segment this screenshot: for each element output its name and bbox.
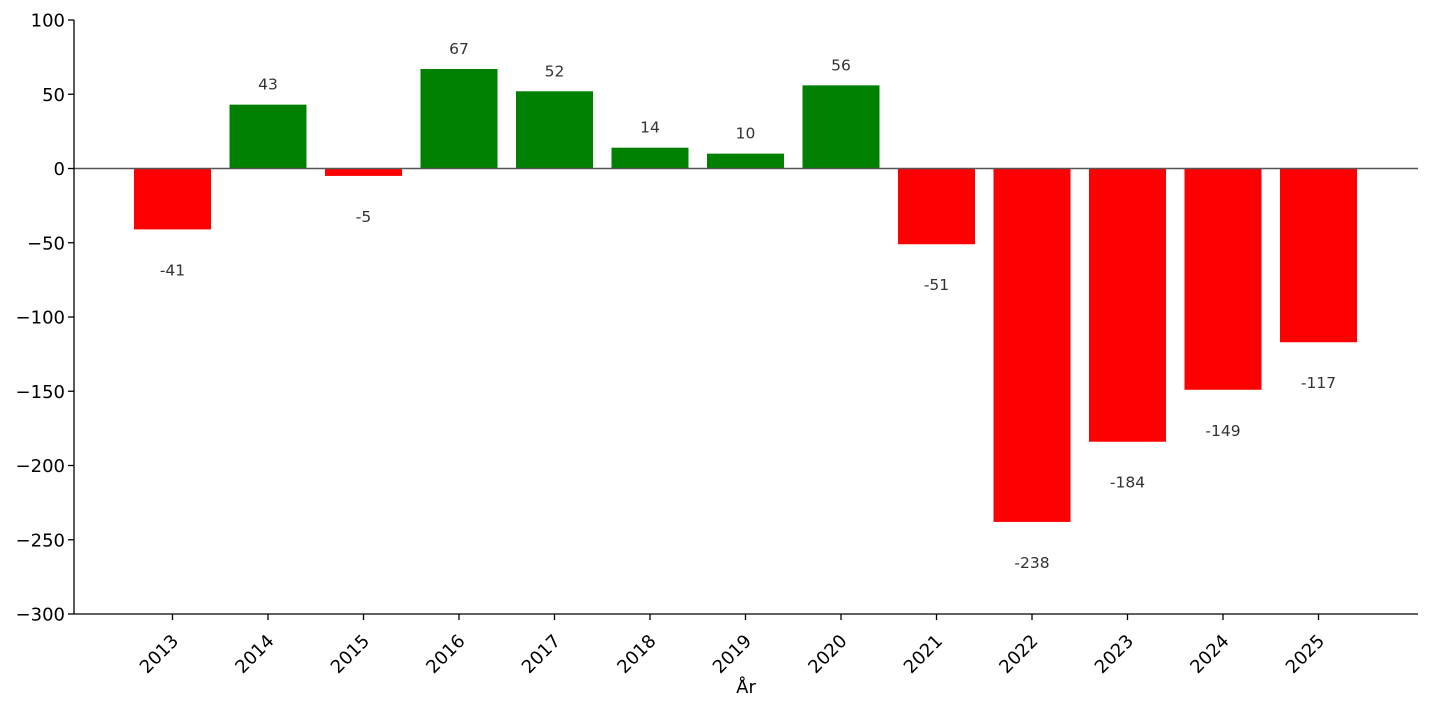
data-label-2018: 14 (640, 119, 660, 137)
data-label-2013: -41 (160, 261, 185, 279)
x-tick-label: 2015 (327, 631, 374, 678)
bar-2015 (325, 168, 402, 176)
data-label-2020: 56 (831, 56, 851, 74)
y-tick-label: −50 (27, 233, 65, 254)
y-tick-label: 50 (42, 85, 65, 106)
bar-2018 (611, 147, 689, 169)
x-axis-ticks: 2013 2014 2015 2016 2017 2018 2019 2020 2021 2022… (136, 614, 1329, 678)
data-label-2021: -51 (924, 276, 949, 294)
data-label-2014: 43 (258, 76, 278, 94)
x-tick-label: 2016 (422, 631, 469, 678)
y-tick-label: −150 (16, 382, 65, 403)
bar-2022 (993, 168, 1071, 522)
y-tick-label: 0 (54, 159, 65, 180)
data-label-2017: 52 (545, 62, 565, 80)
data-label-2025: -117 (1301, 374, 1336, 392)
data-label-2022: -238 (1014, 554, 1049, 572)
data-label-2024: -149 (1205, 422, 1240, 440)
bar-2023 (1089, 168, 1166, 442)
x-tick-label: 2017 (518, 631, 565, 678)
data-labels-layer: -41 43 -5 67 52 14 10 56 -51 -238 -184 -149 -117 (160, 40, 1336, 572)
x-tick-label: 2019 (709, 631, 756, 678)
y-tick-label: −200 (16, 456, 65, 477)
y-tick-label: −100 (16, 308, 65, 329)
x-tick-label: 2023 (1091, 631, 1138, 678)
bar-2017 (516, 91, 593, 169)
y-tick-label: 100 (31, 11, 65, 32)
x-tick-label: 2025 (1282, 631, 1329, 678)
x-tick-label: 2013 (136, 631, 183, 678)
bar-2019 (707, 153, 784, 169)
data-label-2015: -5 (356, 208, 371, 226)
data-label-2023: -184 (1110, 474, 1145, 492)
x-tick-label: 2014 (231, 631, 278, 678)
bar-2020 (802, 85, 880, 169)
bar-2021 (898, 168, 975, 245)
bar-2024 (1184, 168, 1262, 390)
x-tick-label: 2021 (900, 631, 947, 678)
bar-2014 (229, 104, 307, 169)
bar-2016 (420, 69, 498, 169)
x-axis-title: År (736, 676, 756, 698)
y-tick-label: −300 (16, 605, 65, 626)
bars-layer (134, 69, 1357, 522)
x-tick-label: 2018 (613, 631, 660, 678)
data-label-2019: 10 (736, 125, 756, 143)
data-label-2016: 67 (449, 40, 469, 58)
bar-2025 (1280, 168, 1357, 343)
y-axis-ticks: 100 50 0 −50 −100 −150 −200 −250 −300 (16, 11, 74, 626)
x-tick-label: 2020 (804, 631, 851, 678)
x-tick-label: 2024 (1186, 631, 1233, 678)
y-tick-label: −250 (16, 530, 65, 551)
x-tick-label: 2022 (995, 631, 1042, 678)
bar-2013 (134, 168, 211, 230)
